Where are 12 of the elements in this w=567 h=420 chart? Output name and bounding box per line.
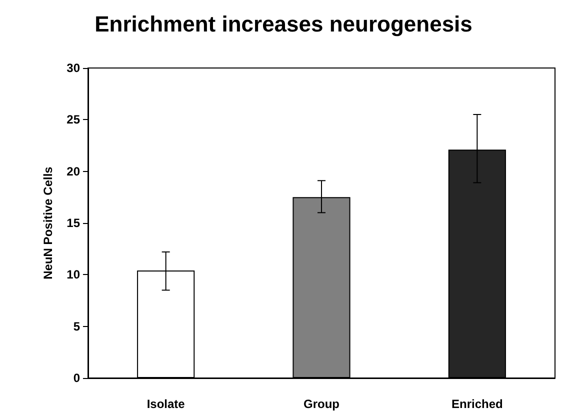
y-tick-label: 20: [66, 164, 80, 178]
y-tick-label: 15: [66, 216, 80, 230]
x-tick-label: Isolate: [146, 397, 186, 411]
y-axis-title: NeuN Positive Cells: [41, 166, 55, 280]
chart-title: Enrichment increases neurogenesis: [94, 12, 472, 36]
y-tick-label: 30: [66, 61, 80, 75]
y-tick-label: 10: [66, 268, 80, 282]
y-tick-label: 25: [66, 112, 80, 127]
y-tick-label: 5: [73, 319, 80, 334]
x-tick-label: Group: [304, 397, 340, 411]
y-tick-label: 0: [73, 371, 80, 385]
x-tick-label: Enriched: [451, 397, 503, 411]
